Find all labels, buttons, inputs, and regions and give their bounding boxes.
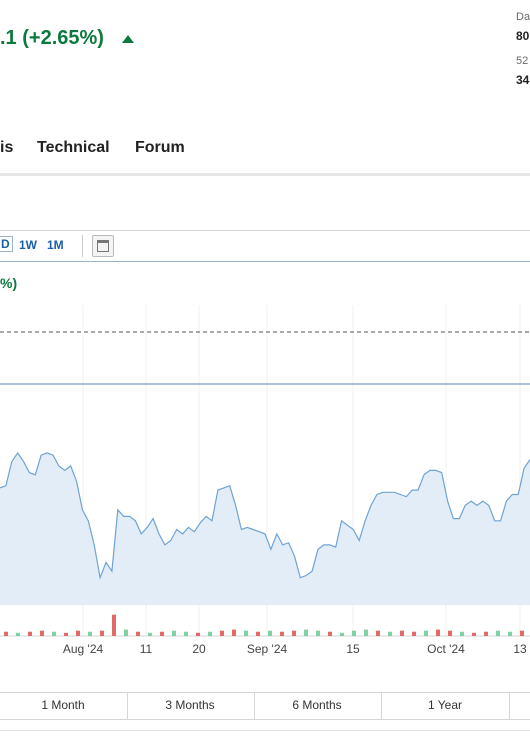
volume-bar [16, 632, 20, 636]
stat-label: Da [516, 11, 530, 23]
tab[interactable]: Forum [135, 139, 185, 156]
volume-bar [316, 630, 320, 636]
volume-bar [448, 630, 452, 636]
volume-bar [520, 630, 524, 636]
volume-bar [76, 630, 80, 636]
volume-bar [28, 631, 32, 636]
divider [0, 173, 530, 176]
volume-bar [244, 630, 248, 636]
x-tick-label: 15 [346, 642, 360, 656]
volume-bar [124, 629, 128, 636]
volume-bar [292, 630, 296, 636]
volume-bar [508, 631, 512, 636]
button-separator [509, 693, 510, 719]
volume-bar [436, 629, 440, 636]
tab[interactable]: is [0, 139, 14, 156]
volume-bar [40, 630, 44, 636]
price-change: .1 (+2.65%) [0, 27, 104, 49]
tab[interactable]: Technical [37, 139, 110, 156]
volume-bar [472, 632, 476, 636]
button-separator [127, 693, 128, 719]
volume-bar [148, 632, 152, 636]
volume-bar [64, 632, 68, 636]
volume-bar [160, 631, 164, 636]
volume-bar [112, 614, 116, 636]
volume-bar [256, 631, 260, 636]
volume-bar [460, 631, 464, 636]
toolbar-separator [82, 235, 83, 257]
volume-bar [232, 629, 236, 636]
volume-bar [196, 632, 200, 636]
volume-bar [376, 630, 380, 636]
period-button[interactable]: 3 Months [165, 698, 215, 712]
volume-bar [4, 631, 8, 636]
volume-bar [172, 630, 176, 636]
x-tick-label: Sep '24 [246, 642, 288, 656]
x-tick-label: Oct '24 [427, 642, 465, 656]
volume-bar [304, 629, 308, 636]
x-tick-label: 20 [192, 642, 206, 656]
volume-bar [364, 629, 368, 636]
period-button[interactable]: 1 Month [41, 698, 85, 712]
period-button[interactable]: 6 Months [292, 698, 342, 712]
range-button[interactable]: D [0, 236, 13, 252]
range-button[interactable]: 1M [47, 238, 64, 252]
volume-bar [400, 630, 404, 636]
period-button[interactable]: 1 Year [427, 698, 463, 712]
volume-bar [424, 630, 428, 636]
stat-label: 52 [516, 55, 529, 67]
volume-bar [184, 631, 188, 636]
price-area [0, 452, 530, 604]
volume-bar [136, 631, 140, 636]
x-tick-label: 11 [139, 642, 153, 656]
stat-value: 80 [516, 29, 530, 43]
volume-bar [340, 632, 344, 636]
range-button[interactable]: 1W [19, 238, 37, 252]
volume-bar [328, 631, 332, 636]
chart-settings-icon[interactable] [92, 235, 114, 257]
volume-bar [220, 630, 224, 636]
period-buttons [0, 692, 530, 720]
volume-bar [496, 630, 500, 636]
change-label: %) [0, 275, 18, 291]
volume-bar [208, 631, 212, 636]
volume-bar [484, 631, 488, 636]
toolbar [0, 230, 530, 262]
button-separator [381, 693, 382, 719]
price-line [0, 451, 530, 580]
volume-bar [412, 631, 416, 636]
up-arrow [122, 35, 134, 43]
volume-bar [88, 631, 92, 636]
x-tick-label: Aug '24 [62, 642, 104, 656]
volume-bar [388, 631, 392, 636]
button-separator [254, 693, 255, 719]
volume-bar [52, 631, 56, 636]
stat-value: 34 [516, 73, 530, 87]
volume-bar [100, 630, 104, 636]
x-tick-label: 13 [513, 642, 527, 656]
volume-bar [352, 630, 356, 636]
footer-line [0, 730, 530, 731]
volume-bar [268, 630, 272, 636]
volume-bar [280, 631, 284, 636]
